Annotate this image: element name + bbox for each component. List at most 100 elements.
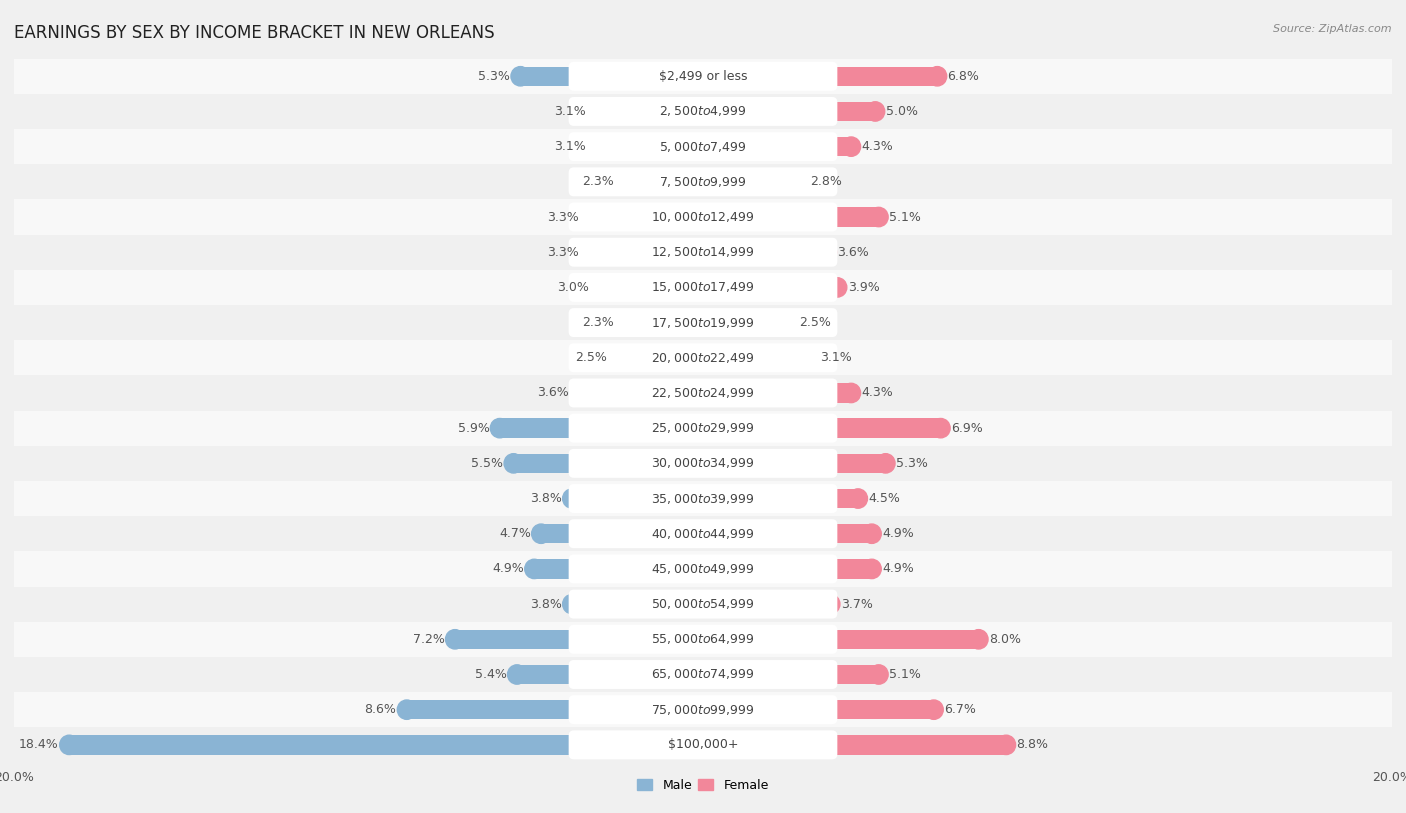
FancyBboxPatch shape	[568, 237, 838, 267]
Circle shape	[693, 383, 713, 402]
Circle shape	[693, 67, 713, 86]
Circle shape	[997, 735, 1015, 754]
FancyBboxPatch shape	[568, 484, 838, 513]
Bar	[513, 454, 703, 473]
Text: 2.3%: 2.3%	[582, 316, 613, 329]
Bar	[14, 129, 1392, 164]
Bar	[617, 348, 703, 367]
Circle shape	[693, 313, 713, 333]
Circle shape	[693, 348, 713, 367]
Bar	[14, 728, 1392, 763]
Text: 18.4%: 18.4%	[20, 738, 59, 751]
Circle shape	[614, 313, 633, 333]
Bar	[703, 559, 872, 579]
Text: 5.3%: 5.3%	[478, 70, 510, 83]
Circle shape	[693, 700, 713, 720]
Circle shape	[693, 594, 713, 614]
FancyBboxPatch shape	[568, 167, 838, 196]
Circle shape	[591, 278, 609, 297]
Text: 7.2%: 7.2%	[413, 633, 444, 646]
Text: 8.8%: 8.8%	[1017, 738, 1049, 751]
Bar	[624, 172, 703, 192]
Text: $40,000 to $44,999: $40,000 to $44,999	[651, 527, 755, 541]
Circle shape	[531, 524, 551, 543]
Bar	[624, 313, 703, 333]
Circle shape	[828, 278, 846, 297]
Circle shape	[869, 665, 889, 685]
Bar	[703, 489, 858, 508]
Bar	[703, 419, 941, 438]
Text: 5.9%: 5.9%	[457, 422, 489, 435]
Text: 4.9%: 4.9%	[882, 527, 914, 540]
Circle shape	[693, 207, 713, 227]
Text: 6.7%: 6.7%	[945, 703, 976, 716]
Text: $2,499 or less: $2,499 or less	[659, 70, 747, 83]
Circle shape	[869, 207, 889, 227]
Circle shape	[924, 700, 943, 720]
FancyBboxPatch shape	[568, 273, 838, 302]
Bar	[14, 235, 1392, 270]
Bar	[589, 242, 703, 262]
Bar	[14, 446, 1392, 481]
Circle shape	[693, 454, 713, 473]
Circle shape	[849, 489, 868, 508]
Bar	[14, 376, 1392, 411]
Circle shape	[693, 137, 713, 156]
Text: $35,000 to $39,999: $35,000 to $39,999	[651, 492, 755, 506]
Text: 8.6%: 8.6%	[364, 703, 396, 716]
Text: $30,000 to $34,999: $30,000 to $34,999	[651, 456, 755, 471]
Bar	[703, 665, 879, 685]
Circle shape	[505, 454, 523, 473]
Circle shape	[693, 419, 713, 438]
Circle shape	[693, 559, 713, 579]
Text: 3.8%: 3.8%	[530, 492, 562, 505]
Circle shape	[693, 594, 713, 614]
Bar	[703, 313, 789, 333]
Legend: Male, Female: Male, Female	[633, 774, 773, 797]
Circle shape	[862, 559, 882, 579]
Bar	[589, 207, 703, 227]
Circle shape	[693, 735, 713, 754]
Text: 3.3%: 3.3%	[547, 211, 579, 224]
Circle shape	[693, 102, 713, 121]
Circle shape	[693, 559, 713, 579]
Bar	[541, 524, 703, 543]
FancyBboxPatch shape	[568, 308, 838, 337]
Text: $20,000 to $22,499: $20,000 to $22,499	[651, 350, 755, 365]
Circle shape	[59, 735, 79, 754]
Bar	[579, 383, 703, 402]
Bar	[14, 551, 1392, 586]
Circle shape	[876, 454, 896, 473]
Text: $100,000+: $100,000+	[668, 738, 738, 751]
Text: 6.9%: 6.9%	[950, 422, 983, 435]
Bar	[703, 207, 879, 227]
Text: 8.0%: 8.0%	[988, 633, 1021, 646]
Bar	[703, 524, 872, 543]
Circle shape	[693, 242, 713, 262]
Circle shape	[780, 313, 799, 333]
Text: $2,500 to $4,999: $2,500 to $4,999	[659, 104, 747, 119]
Circle shape	[562, 489, 582, 508]
FancyBboxPatch shape	[568, 554, 838, 584]
FancyBboxPatch shape	[568, 730, 838, 759]
Circle shape	[693, 313, 713, 333]
Bar	[703, 278, 838, 297]
Circle shape	[862, 524, 882, 543]
Bar	[14, 270, 1392, 305]
Circle shape	[693, 700, 713, 720]
Circle shape	[693, 242, 713, 262]
Text: $15,000 to $17,499: $15,000 to $17,499	[651, 280, 755, 294]
Text: 2.3%: 2.3%	[582, 176, 613, 189]
Bar	[703, 67, 938, 86]
FancyBboxPatch shape	[568, 133, 838, 161]
Text: 5.4%: 5.4%	[475, 668, 506, 681]
Circle shape	[693, 383, 713, 402]
Bar	[703, 137, 851, 156]
Text: $45,000 to $49,999: $45,000 to $49,999	[651, 562, 755, 576]
Circle shape	[510, 67, 530, 86]
Bar	[517, 665, 703, 685]
Bar	[406, 700, 703, 720]
Text: 3.8%: 3.8%	[530, 598, 562, 611]
Circle shape	[842, 137, 860, 156]
Circle shape	[693, 735, 713, 754]
